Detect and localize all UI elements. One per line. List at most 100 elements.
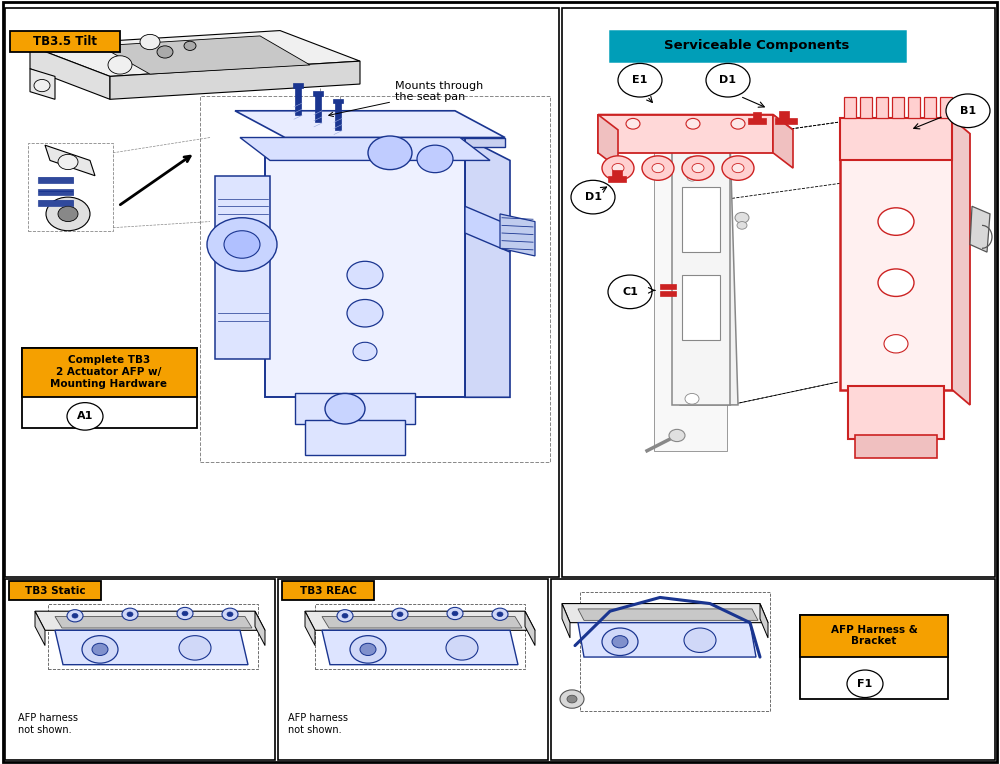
- Circle shape: [350, 636, 386, 663]
- Bar: [282, 581, 374, 600]
- Circle shape: [612, 636, 628, 648]
- Circle shape: [447, 607, 463, 620]
- Circle shape: [652, 163, 664, 173]
- Text: AFP Harness &
Bracket: AFP Harness & Bracket: [831, 625, 917, 646]
- Circle shape: [58, 206, 78, 222]
- Polygon shape: [35, 611, 265, 630]
- Circle shape: [92, 643, 108, 656]
- Polygon shape: [305, 611, 315, 646]
- Circle shape: [222, 608, 238, 620]
- Polygon shape: [598, 115, 618, 168]
- Polygon shape: [598, 115, 773, 153]
- Bar: [775, 118, 797, 124]
- Polygon shape: [255, 611, 265, 646]
- Circle shape: [108, 56, 132, 74]
- Bar: [335, 102, 341, 130]
- Text: Serviceable Components: Serviceable Components: [664, 39, 850, 53]
- Circle shape: [227, 612, 233, 617]
- Bar: [800, 615, 948, 699]
- Circle shape: [342, 613, 348, 618]
- Bar: [682, 187, 720, 252]
- Polygon shape: [672, 138, 738, 405]
- Text: F1: F1: [857, 678, 873, 689]
- Circle shape: [347, 299, 383, 327]
- Polygon shape: [562, 604, 570, 638]
- Polygon shape: [285, 138, 505, 147]
- Circle shape: [224, 231, 260, 258]
- Bar: [855, 435, 937, 458]
- Polygon shape: [760, 604, 768, 638]
- Bar: [5, 8, 559, 577]
- Circle shape: [732, 163, 744, 173]
- Bar: [38, 200, 73, 206]
- Text: C1: C1: [622, 286, 638, 297]
- Polygon shape: [465, 206, 510, 252]
- Circle shape: [182, 611, 188, 616]
- Bar: [551, 579, 995, 760]
- Bar: [265, 138, 465, 397]
- Circle shape: [560, 690, 584, 708]
- Circle shape: [207, 218, 277, 271]
- Polygon shape: [55, 617, 252, 628]
- Bar: [840, 118, 952, 160]
- Circle shape: [602, 156, 634, 180]
- Polygon shape: [110, 61, 360, 99]
- Polygon shape: [35, 611, 45, 646]
- Circle shape: [684, 628, 716, 652]
- Polygon shape: [305, 611, 535, 630]
- Circle shape: [46, 197, 90, 231]
- Circle shape: [878, 208, 914, 235]
- Bar: [580, 592, 770, 711]
- Circle shape: [452, 611, 458, 616]
- Circle shape: [67, 403, 103, 430]
- Bar: [672, 138, 730, 405]
- Bar: [48, 604, 258, 668]
- Circle shape: [179, 636, 211, 660]
- Bar: [840, 118, 952, 390]
- Circle shape: [567, 695, 577, 703]
- Bar: [313, 91, 323, 96]
- Polygon shape: [30, 31, 360, 76]
- Circle shape: [626, 118, 640, 129]
- Text: TB3.5 Tilt: TB3.5 Tilt: [33, 34, 97, 48]
- Circle shape: [353, 342, 377, 361]
- Bar: [682, 275, 720, 340]
- Circle shape: [692, 163, 704, 173]
- Circle shape: [735, 212, 749, 223]
- Circle shape: [687, 173, 697, 181]
- Polygon shape: [578, 623, 756, 657]
- Bar: [848, 386, 944, 439]
- Circle shape: [571, 180, 615, 214]
- Bar: [315, 95, 321, 122]
- Bar: [10, 31, 120, 52]
- Polygon shape: [578, 609, 758, 620]
- Bar: [200, 96, 550, 462]
- Polygon shape: [240, 138, 490, 160]
- Bar: [9, 581, 101, 600]
- Circle shape: [34, 79, 50, 92]
- Bar: [5, 579, 275, 760]
- Bar: [660, 284, 676, 289]
- Bar: [315, 604, 525, 668]
- Polygon shape: [45, 145, 95, 176]
- Bar: [908, 97, 920, 118]
- Bar: [293, 83, 303, 88]
- Text: D1: D1: [720, 75, 736, 86]
- Circle shape: [184, 41, 196, 50]
- Text: TB3 Static: TB3 Static: [25, 585, 85, 596]
- Bar: [660, 291, 676, 296]
- Polygon shape: [465, 138, 510, 397]
- Bar: [612, 170, 622, 177]
- Bar: [562, 8, 995, 577]
- Circle shape: [878, 269, 914, 296]
- Circle shape: [397, 612, 403, 617]
- Circle shape: [82, 636, 118, 663]
- Polygon shape: [970, 206, 990, 252]
- Bar: [876, 97, 888, 118]
- Circle shape: [446, 636, 478, 660]
- Polygon shape: [100, 36, 310, 74]
- Text: D1: D1: [584, 192, 602, 202]
- Bar: [844, 97, 856, 118]
- Polygon shape: [562, 604, 768, 623]
- Bar: [22, 348, 197, 397]
